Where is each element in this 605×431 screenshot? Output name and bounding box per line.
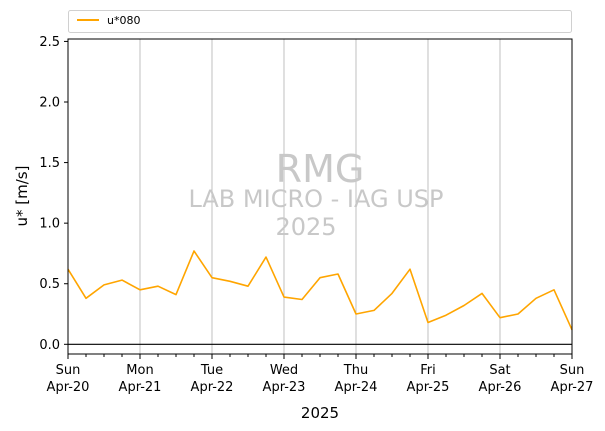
x-tick-date: Apr-27 — [551, 380, 594, 395]
x-tick-date: Apr-25 — [407, 380, 450, 395]
x-tick-day: Tue — [200, 363, 223, 378]
x-axis: Sun Apr-20 Mon Apr-21 Tue Apr-22 Wed Apr-23 Thu A… — [47, 354, 594, 395]
x-tick-day: Wed — [270, 363, 298, 378]
watermark-title: RMG — [276, 147, 365, 191]
x-tick-day: Sun — [56, 363, 81, 378]
y-tick-label: 2.0 — [39, 96, 60, 111]
watermark: RMG LAB MICRO - IAG USP 2025 — [188, 147, 443, 241]
x-tick-date: Apr-26 — [479, 380, 522, 395]
x-tick-day: Sat — [489, 363, 510, 378]
x-tick-day: Mon — [126, 363, 153, 378]
x-tick-date: Apr-21 — [119, 380, 162, 395]
y-tick-label: 1.0 — [39, 217, 60, 232]
x-tick-date: Apr-20 — [47, 380, 90, 395]
x-tick-day: Sun — [560, 363, 585, 378]
y-tick-label: 0.0 — [39, 338, 60, 353]
legend-label: u*080 — [107, 14, 140, 27]
series-line-u080 — [67, 250, 573, 331]
y-axis-title: u* [m/s] — [13, 166, 31, 227]
x-tick-day: Thu — [343, 363, 368, 378]
x-tick-date: Apr-22 — [191, 380, 234, 395]
y-tick-label: 1.5 — [39, 156, 60, 171]
x-axis-title: 2025 — [301, 404, 339, 422]
y-tick-label: 2.5 — [39, 35, 60, 50]
y-tick-label: 0.5 — [39, 277, 60, 292]
legend-frame — [68, 10, 572, 33]
legend: u*080 — [68, 10, 572, 33]
x-tick-date: Apr-23 — [263, 380, 306, 395]
grid — [139, 39, 501, 354]
watermark-year: 2025 — [275, 213, 336, 241]
watermark-subtitle: LAB MICRO - IAG USP — [188, 185, 443, 213]
x-tick-date: Apr-24 — [335, 380, 378, 395]
x-tick-day: Fri — [420, 363, 436, 378]
y-axis: 0.0 0.5 1.0 1.5 2.0 2.5 — [39, 35, 68, 353]
